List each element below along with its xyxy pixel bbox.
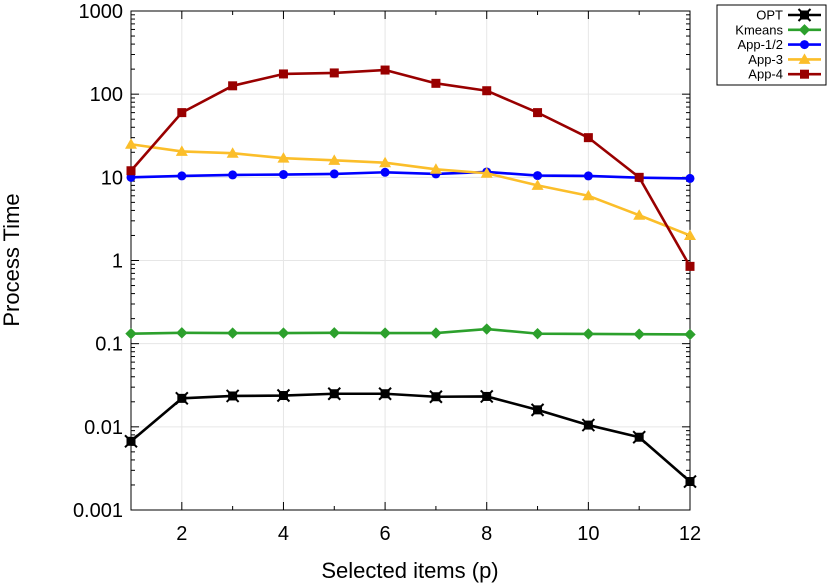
data-point-kmeans — [633, 328, 645, 340]
grid — [131, 10, 691, 511]
data-point-app-3 — [531, 179, 544, 190]
data-point-app-3 — [277, 152, 290, 163]
series-line-app-3 — [130, 142, 691, 237]
data-point-app-4 — [278, 69, 288, 79]
data-point-opt — [581, 418, 596, 432]
legend-label-opt: OPT — [756, 8, 783, 23]
series-group — [124, 65, 697, 489]
data-point-app-3 — [582, 189, 595, 201]
data-point-app-4 — [177, 108, 187, 118]
data-point-app-4 — [685, 261, 695, 271]
data-point-app-1-2 — [380, 167, 390, 177]
data-point-opt — [429, 390, 443, 404]
data-point-app-3 — [226, 147, 239, 158]
data-point-app-3 — [125, 138, 137, 149]
legend-label-app-3: App-3 — [748, 52, 783, 67]
legend-marker-opt — [797, 8, 812, 22]
legend-label-app-4: App-4 — [748, 67, 783, 82]
data-point-app-1-2 — [177, 171, 187, 181]
y-tick-label: 0.1 — [95, 334, 123, 356]
data-point-kmeans — [684, 328, 696, 341]
data-point-kmeans — [226, 327, 239, 339]
data-point-kmeans — [531, 327, 544, 340]
data-point-opt — [225, 389, 240, 403]
data-point-opt — [530, 403, 545, 417]
data-point-opt — [327, 387, 341, 401]
data-point-opt — [124, 434, 138, 449]
x-tick-label: 2 — [176, 523, 187, 545]
data-point-kmeans — [582, 328, 595, 340]
legend-marker-app-3 — [798, 53, 811, 64]
x-tick-label: 4 — [278, 523, 289, 545]
data-point-app-4 — [533, 108, 543, 118]
data-point-app-1-2 — [329, 169, 339, 179]
data-point-app-4 — [634, 172, 644, 182]
data-point-kmeans — [125, 327, 137, 340]
y-ticks: 0.001 0.01 0.1 1 10 100 1000 — [73, 1, 690, 522]
data-point-kmeans — [277, 327, 290, 339]
series-opt — [124, 387, 697, 489]
data-point-app-4 — [431, 78, 441, 88]
y-tick-label: 0.01 — [84, 417, 123, 439]
series-line-kmeans — [130, 327, 691, 336]
x-tick-label: 12 — [679, 523, 701, 545]
data-point-app-3 — [633, 209, 646, 220]
data-point-app-4 — [583, 133, 593, 143]
legend-marker-kmeans — [798, 24, 811, 36]
data-point-app-3 — [480, 167, 493, 178]
series-line-app-4 — [130, 68, 692, 268]
data-point-app-3 — [175, 145, 188, 156]
data-point-opt — [480, 389, 494, 404]
y-tick-label: 1 — [112, 251, 123, 273]
series-kmeans — [125, 323, 696, 341]
data-point-opt — [683, 474, 697, 489]
data-point-app-4 — [329, 68, 339, 78]
data-point-kmeans — [481, 323, 493, 335]
data-point-opt — [175, 391, 189, 406]
data-point-app-1-2 — [685, 173, 695, 183]
data-point-app-1-2 — [278, 170, 288, 180]
x-tick-label: 6 — [380, 523, 391, 545]
y-tick-label: 100 — [90, 84, 123, 106]
legend-marker-app-1-2 — [800, 40, 809, 50]
data-point-kmeans — [176, 327, 188, 339]
data-point-opt — [276, 388, 291, 403]
y-axis-label: Process Time — [0, 193, 24, 326]
series-line-opt — [130, 392, 691, 483]
data-point-opt — [632, 430, 646, 444]
data-point-app-4 — [380, 65, 390, 75]
series-line-app-1-2 — [130, 170, 691, 180]
data-point-app-3 — [684, 229, 696, 240]
legend-label-app-1-2: App-1/2 — [737, 37, 783, 52]
x-tick-label: 8 — [481, 523, 492, 545]
y-tick-label: 0.001 — [73, 500, 123, 522]
legend-marker-app-4 — [800, 69, 809, 79]
data-point-app-1-2 — [583, 171, 593, 181]
series-app-3 — [125, 138, 696, 240]
x-axis-label: Selected items (p) — [321, 558, 498, 583]
data-point-kmeans — [379, 327, 391, 339]
data-point-app-3 — [429, 163, 442, 174]
data-point-app-1-2 — [533, 171, 543, 181]
data-point-app-3 — [328, 154, 341, 165]
data-point-kmeans — [328, 327, 340, 339]
data-point-opt — [378, 387, 392, 401]
data-point-app-3 — [379, 156, 392, 168]
series-app-1-2 — [126, 167, 695, 183]
legend-label-kmeans: Kmeans — [735, 22, 783, 37]
data-point-app-1-2 — [228, 170, 238, 180]
data-point-app-4 — [126, 166, 136, 176]
x-tick-label: 10 — [577, 523, 599, 545]
data-point-kmeans — [430, 327, 442, 339]
y-tick-label: 1000 — [79, 1, 124, 23]
y-tick-label: 10 — [101, 167, 123, 189]
data-point-app-4 — [482, 86, 492, 96]
data-point-app-4 — [228, 81, 238, 91]
series-app-4 — [126, 65, 695, 271]
x-ticks: 2 4 6 8 10 12 — [176, 11, 701, 545]
